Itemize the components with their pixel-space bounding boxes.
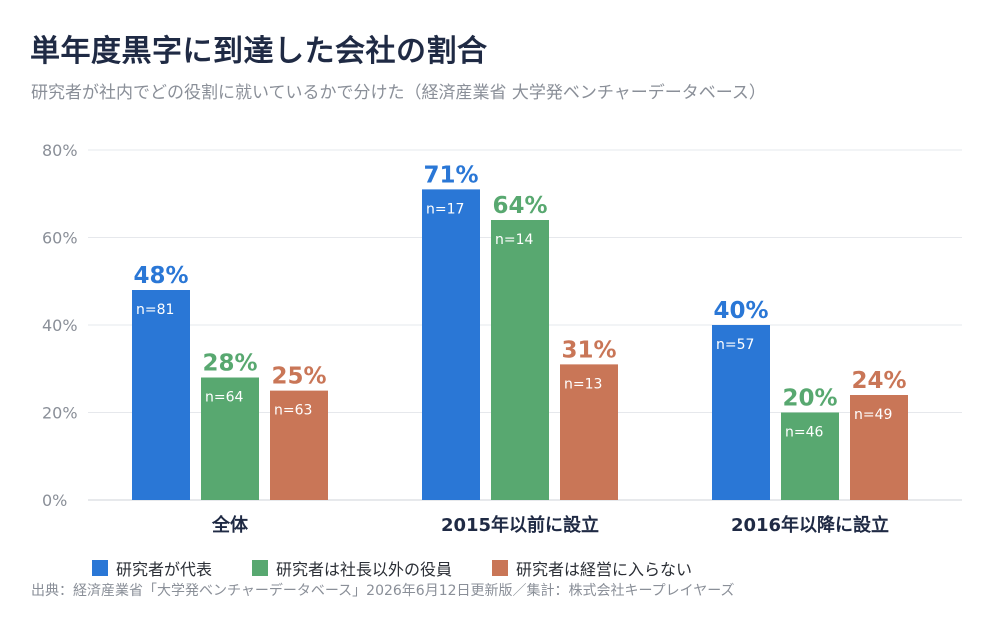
y-tick-label: 60%: [42, 229, 78, 248]
source-note: 出典：経済産業省「大学発ベンチャーデータベース」2026年6月12日更新版／集計…: [31, 583, 735, 599]
legend-swatch-researcher-officer: [252, 560, 269, 576]
bar: [560, 364, 618, 500]
data-label: 48%: [133, 263, 188, 289]
bar: [850, 395, 908, 500]
bar: [201, 377, 259, 500]
chart-title: 単年度黒字に到達した会社の割合: [30, 34, 488, 69]
data-label: 24%: [851, 368, 906, 394]
chart-subtitle: 研究者が社内でどの役割に就いているかで分けた（経済産業省 大学発ベンチャーデータ…: [31, 83, 766, 103]
x-tick-label: 全体: [211, 514, 249, 536]
data-label: 64%: [492, 193, 547, 219]
data-label: 71%: [423, 162, 478, 188]
bar: [712, 325, 770, 500]
bar: [781, 412, 839, 500]
sample-size-label: n=81: [136, 302, 174, 318]
legend-label-researcher-no-management: 研究者は経営に入らない: [516, 560, 693, 579]
data-label: 31%: [561, 337, 616, 363]
legend-swatch-researcher-no-management: [492, 560, 509, 576]
sample-size-label: n=17: [426, 201, 464, 217]
y-tick-label: 80%: [42, 141, 78, 160]
legend: 研究者が代表 研究者は社長以外の役員 研究者は経営に入らない: [92, 556, 692, 580]
legend-item-researcher-no-management: 研究者は経営に入らない: [492, 556, 692, 580]
legend-label-researcher-officer: 研究者は社長以外の役員: [276, 560, 453, 579]
y-tick-label: 0%: [42, 491, 67, 510]
legend-item-researcher-officer: 研究者は社長以外の役員: [252, 556, 452, 580]
bar: [270, 390, 328, 500]
legend-swatch-researcher-ceo: [92, 560, 108, 576]
x-tick-label: 2016年以降に設立: [731, 514, 889, 536]
sample-size-label: n=46: [785, 425, 824, 441]
sample-size-label: n=57: [716, 337, 754, 353]
legend-item-researcher-ceo: 研究者が代表: [92, 556, 212, 580]
legend-label-researcher-ceo: 研究者が代表: [116, 560, 213, 579]
data-label: 40%: [713, 298, 768, 324]
sample-size-label: n=64: [205, 390, 244, 406]
sample-size-label: n=14: [495, 232, 534, 248]
bar: [491, 220, 549, 500]
data-label: 28%: [202, 351, 257, 377]
y-tick-label: 20%: [42, 404, 78, 423]
sample-size-label: n=13: [564, 376, 602, 392]
data-label: 25%: [271, 364, 326, 390]
y-tick-label: 40%: [42, 316, 78, 335]
sample-size-label: n=63: [274, 403, 312, 419]
data-label: 20%: [782, 386, 837, 412]
sample-size-label: n=49: [854, 407, 892, 423]
bar: [132, 290, 190, 500]
bar: [422, 189, 480, 500]
x-tick-label: 2015年以前に設立: [441, 514, 599, 536]
